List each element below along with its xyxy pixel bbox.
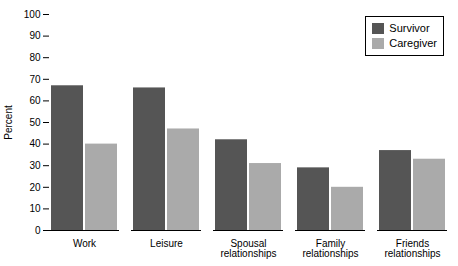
html-text:Survivor: Survivor (389, 22, 430, 34)
svg-text:40: 40 (29, 138, 41, 149)
svg-text:Spousalrelationships: Spousalrelationships (220, 238, 276, 259)
html-text:Caregiver: Caregiver (389, 37, 437, 49)
svg-text:60: 60 (29, 95, 41, 106)
svg-text:Friendsrelationships: Friendsrelationships (384, 238, 440, 259)
svg-text:70: 70 (29, 74, 41, 85)
svg-text:80: 80 (29, 52, 41, 63)
svg-text:30: 30 (29, 160, 41, 171)
svg-text:50: 50 (29, 117, 41, 128)
svg-text:90: 90 (29, 30, 41, 41)
svg-text:10: 10 (29, 203, 41, 214)
svg-text:100: 100 (24, 9, 41, 20)
svg-text:Percent: Percent (3, 105, 14, 140)
svg-text:Work: Work (73, 238, 97, 249)
svg-text:Familyrelationships: Familyrelationships (302, 238, 358, 259)
svg-text:Leisure: Leisure (150, 238, 183, 249)
svg-text:0: 0 (35, 225, 41, 236)
svg-text:20: 20 (29, 182, 41, 193)
